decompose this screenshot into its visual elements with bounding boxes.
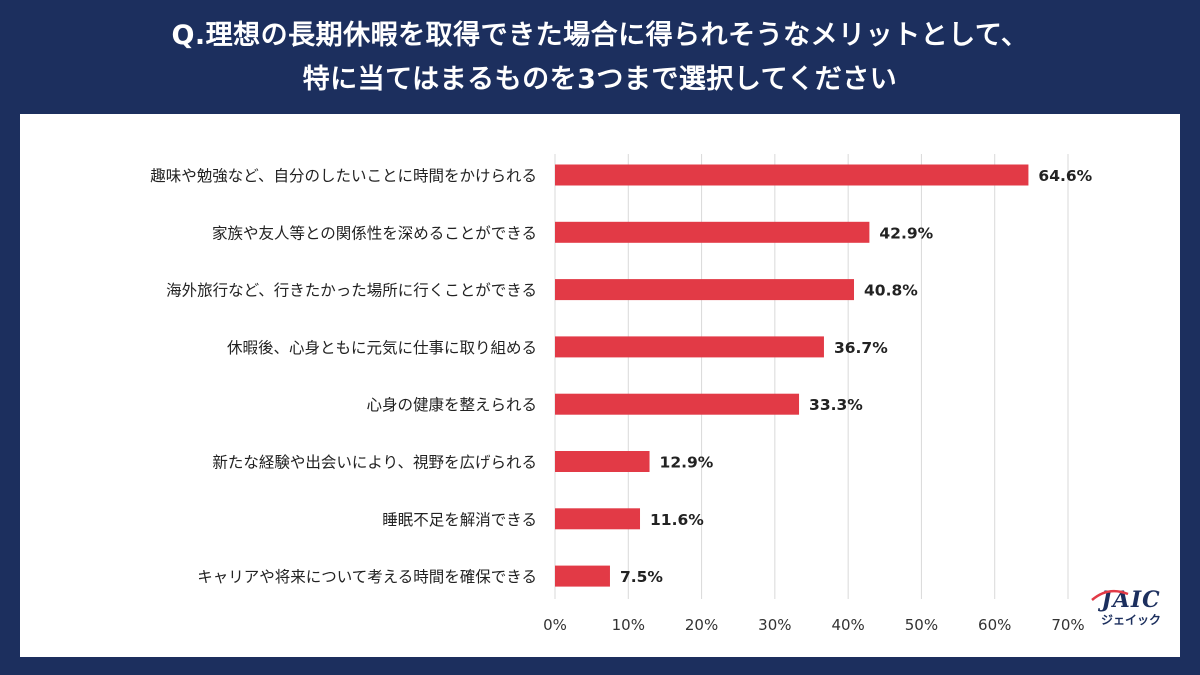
value-label: 42.9% [879, 224, 933, 242]
category-label: 新たな経験や出会いにより、視野を広げられる [212, 454, 537, 472]
x-tick-label: 0% [543, 616, 567, 634]
bar [555, 279, 855, 301]
category-label: 趣味や勉強など、自分のしたいことに時間をかけられる [150, 167, 537, 185]
value-label: 7.5% [620, 568, 663, 586]
value-label: 33.3% [809, 396, 863, 414]
category-label: 海外旅行など、行きたかった場所に行くことができる [166, 282, 537, 300]
category-label: キャリアや将来について考える時間を確保できる [197, 568, 537, 586]
logo-sub-text: ジェイック [1100, 613, 1161, 627]
value-label: 11.6% [650, 511, 704, 529]
value-label: 12.9% [660, 454, 714, 472]
value-label: 40.8% [864, 282, 918, 300]
x-tick-label: 40% [831, 616, 864, 634]
bar [555, 508, 641, 530]
bar-chart: 0% 10% 20% 30% 40% 50% 60% 70% 趣味や勉強など、自分のしたいことに… [150, 154, 1093, 634]
chart-panel: 0% 10% 20% 30% 40% 50% 60% 70% 趣味や勉強など、自分のしたいことに… [20, 114, 1180, 657]
bar [555, 393, 800, 415]
jaic-logo: JAIC ジェイック [1086, 588, 1176, 628]
x-tick-label: 10% [612, 616, 645, 634]
category-label: 睡眠不足を解消できる [382, 511, 537, 529]
x-tick-label: 70% [1051, 616, 1084, 634]
title-line-1: Q.理想の長期休暇を取得できた場合に得られそうなメリットとして、 [171, 20, 1029, 51]
bar [555, 164, 1029, 186]
logo-swoosh-icon [1091, 589, 1129, 601]
value-label: 36.7% [834, 339, 888, 357]
category-label: 休暇後、心身ともに元気に仕事に取り組める [227, 339, 537, 357]
bar [555, 565, 610, 587]
title-line-2: 特に当てはまるものを3つまで選択してください [302, 64, 898, 95]
bar [555, 221, 870, 243]
bar [555, 451, 650, 472]
category-label: 心身の健康を整えられる [366, 396, 537, 414]
bar [555, 336, 824, 358]
chart-title: Q.理想の長期休暇を取得できた場合に得られそうなメリットとして、 特に当てはまる… [0, 14, 1200, 102]
x-tick-label: 50% [905, 616, 938, 634]
x-tick-label: 20% [685, 616, 718, 634]
value-label: 64.6% [1038, 167, 1092, 185]
x-tick-label: 30% [758, 616, 791, 634]
category-label: 家族や友人等との関係性を深めることができる [212, 224, 537, 242]
x-tick-label: 60% [978, 616, 1011, 634]
